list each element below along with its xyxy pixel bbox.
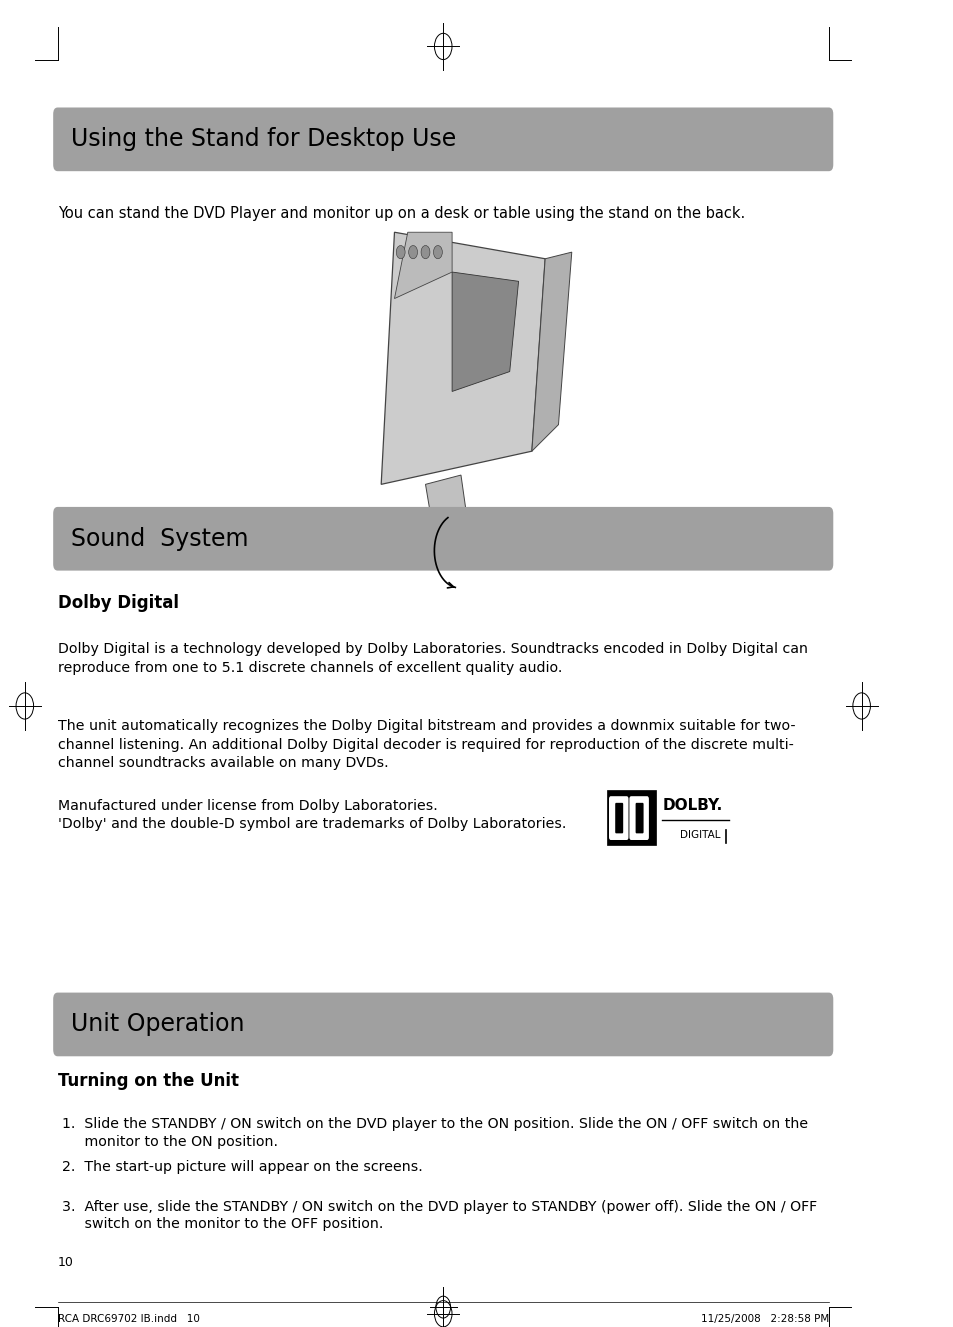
Text: Dolby Digital: Dolby Digital xyxy=(57,594,178,613)
Text: Turning on the Unit: Turning on the Unit xyxy=(57,1072,238,1091)
Polygon shape xyxy=(420,537,482,557)
Text: 11/25/2008   2:28:58 PM: 11/25/2008 2:28:58 PM xyxy=(700,1314,828,1324)
Circle shape xyxy=(433,245,442,259)
Polygon shape xyxy=(395,232,452,299)
FancyBboxPatch shape xyxy=(615,803,622,833)
Text: DIGITAL: DIGITAL xyxy=(679,831,720,840)
Polygon shape xyxy=(532,252,571,451)
Text: Unit Operation: Unit Operation xyxy=(71,1013,244,1036)
FancyBboxPatch shape xyxy=(608,796,628,840)
Circle shape xyxy=(395,245,405,259)
FancyBboxPatch shape xyxy=(53,107,832,171)
Text: Using the Stand for Desktop Use: Using the Stand for Desktop Use xyxy=(71,127,456,151)
FancyBboxPatch shape xyxy=(53,993,832,1056)
FancyBboxPatch shape xyxy=(53,507,832,571)
Text: You can stand the DVD Player and monitor up on a desk or table using the stand o: You can stand the DVD Player and monitor… xyxy=(57,206,744,220)
FancyBboxPatch shape xyxy=(629,796,648,840)
Text: Dolby Digital is a technology developed by Dolby Laboratories. Soundtracks encod: Dolby Digital is a technology developed … xyxy=(57,642,807,674)
Text: The unit automatically recognizes the Dolby Digital bitstream and provides a dow: The unit automatically recognizes the Do… xyxy=(57,719,795,770)
Circle shape xyxy=(420,245,430,259)
Text: 10: 10 xyxy=(57,1255,73,1269)
Text: DOLBY.: DOLBY. xyxy=(661,798,721,812)
FancyBboxPatch shape xyxy=(607,790,656,845)
Text: RCA DRC69702 IB.indd   10: RCA DRC69702 IB.indd 10 xyxy=(57,1314,199,1324)
Circle shape xyxy=(408,245,417,259)
Polygon shape xyxy=(425,475,469,537)
Text: 3.  After use, slide the STANDBY / ON switch on the DVD player to STANDBY (power: 3. After use, slide the STANDBY / ON swi… xyxy=(62,1200,817,1231)
Text: 1.  Slide the STANDBY / ON switch on the DVD player to the ON position. Slide th: 1. Slide the STANDBY / ON switch on the … xyxy=(62,1117,807,1149)
Polygon shape xyxy=(452,272,518,391)
Text: 2.  The start-up picture will appear on the screens.: 2. The start-up picture will appear on t… xyxy=(62,1160,422,1174)
Text: Manufactured under license from Dolby Laboratories.
'Dolby' and the double-D sym: Manufactured under license from Dolby La… xyxy=(57,799,565,831)
Polygon shape xyxy=(381,232,544,484)
FancyBboxPatch shape xyxy=(635,803,643,833)
Text: Sound  System: Sound System xyxy=(71,527,248,551)
